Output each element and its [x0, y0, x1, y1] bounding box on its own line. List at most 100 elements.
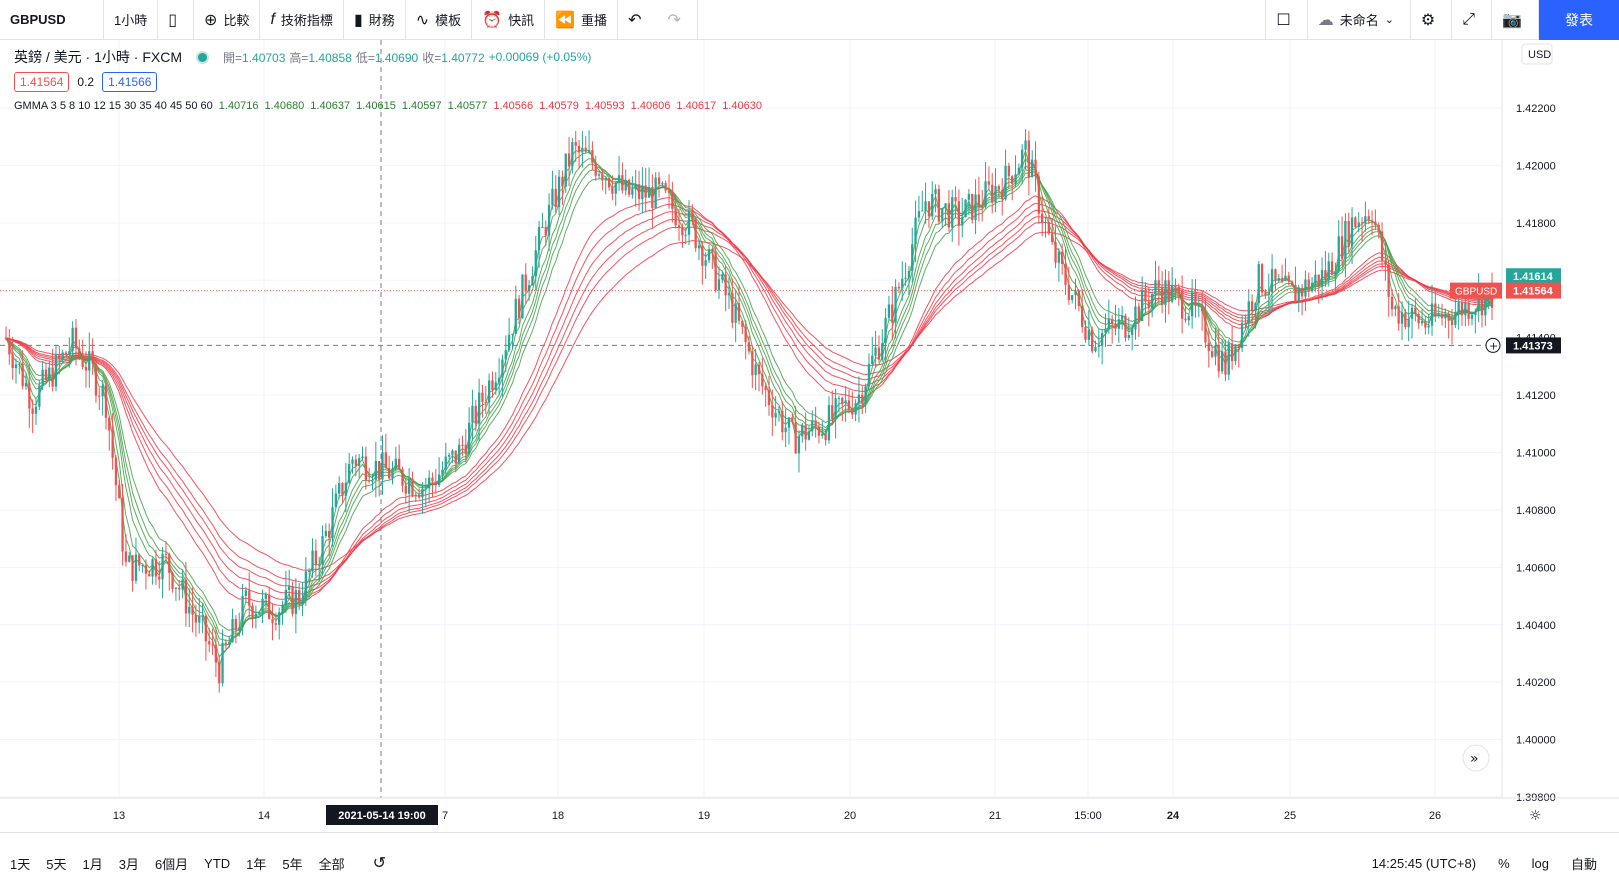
candle-body: [1051, 233, 1054, 243]
candle-body: [1144, 289, 1147, 302]
candle-body: [797, 436, 801, 454]
candle-body: [817, 426, 821, 436]
candle-body: [867, 363, 871, 387]
candle-body: [1474, 311, 1477, 315]
range-1m-button[interactable]: 1月: [82, 856, 103, 872]
templates-button[interactable]: ∿ 模板: [406, 0, 473, 40]
candle-body: [474, 405, 477, 424]
price-chart[interactable]: 1.422001.420001.418001.416001.414001.412…: [0, 40, 1619, 832]
candle-body: [714, 252, 717, 291]
candle-body: [78, 348, 81, 355]
financials-button[interactable]: ▮ 財務: [344, 0, 406, 40]
candle-body: [1460, 302, 1464, 316]
indicators-button[interactable]: f 技術指標: [260, 0, 344, 40]
alert-button[interactable]: ⏰ 快訊: [472, 0, 546, 40]
candle-body: [301, 600, 304, 604]
candle-body: [211, 644, 214, 646]
candle-body: [1081, 305, 1084, 328]
candle-body: [711, 249, 714, 253]
candle-body: [248, 590, 251, 606]
plus-icon: +: [1489, 339, 1498, 352]
time-tick-label: 21: [989, 810, 1001, 822]
candle-body: [617, 175, 621, 183]
range-1y-button[interactable]: 1年: [246, 856, 267, 872]
range-1d-button[interactable]: 1天: [10, 856, 31, 872]
candle-body: [151, 559, 154, 577]
candle-body: [48, 367, 51, 381]
candle-body: [754, 364, 757, 376]
candles: [4, 129, 1494, 693]
auto-scale-toggle[interactable]: 自動: [1570, 856, 1597, 872]
price-tick-label: 1.40000: [1516, 735, 1556, 747]
time-axis[interactable]: 13 14 7 18 19 20 21 15:00 24 25 26: [113, 810, 1441, 822]
candle-body: [651, 187, 654, 208]
candle-body: [821, 433, 824, 436]
candle-body: [544, 227, 547, 236]
currency-badge[interactable]: [1521, 43, 1553, 65]
layout-square-button[interactable]: ☐: [1265, 0, 1308, 40]
settings-button[interactable]: ⚙: [1411, 0, 1453, 40]
candle-body: [504, 349, 507, 360]
candle-body: [358, 458, 361, 466]
candle-body: [857, 394, 861, 404]
range-5d-button[interactable]: 5天: [46, 856, 67, 872]
chart-style-button[interactable]: ▯: [158, 0, 195, 40]
interval-button[interactable]: 1小時: [104, 0, 159, 40]
candle-body: [131, 555, 134, 581]
log-toggle[interactable]: log: [1531, 855, 1549, 871]
candle-body: [571, 142, 574, 167]
undo-button[interactable]: ↶: [618, 0, 657, 40]
candle-body: [521, 274, 524, 319]
publish-button[interactable]: 發表: [1539, 0, 1619, 40]
candle-body: [1240, 322, 1244, 348]
goto-date-icon[interactable]: ↺: [372, 855, 387, 872]
layout-name-label: 未命名: [1339, 13, 1379, 28]
layout-name-button[interactable]: ☁ 未命名 ⌄: [1308, 0, 1411, 40]
candle-body: [974, 194, 977, 221]
range-3m-button[interactable]: 3月: [118, 856, 139, 872]
compare-button[interactable]: ⊕ 比較: [194, 0, 261, 40]
axis-settings-icon[interactable]: ☼: [1529, 808, 1542, 824]
price-axis[interactable]: 1.422001.420001.418001.416001.414001.412…: [1516, 103, 1556, 804]
candle-body: [1071, 295, 1074, 300]
fullscreen-button[interactable]: ⤢: [1452, 0, 1493, 40]
candle-body: [584, 147, 587, 152]
bid-price[interactable]: 1.41564: [14, 72, 70, 92]
candle-body: [894, 286, 897, 323]
range-all-button[interactable]: 全部: [318, 856, 345, 872]
candle-body: [1270, 269, 1274, 293]
gmma-indicator-label[interactable]: GMMA 3 5 8 10 12 15 30 35 40 45 50 60: [14, 100, 213, 112]
range-ytd-button[interactable]: YTD: [204, 855, 231, 871]
candle-body: [1237, 344, 1240, 348]
candle-body: [1404, 312, 1407, 328]
redo-button[interactable]: ↷: [657, 0, 698, 40]
candle-body: [11, 354, 14, 368]
range-6m-button[interactable]: 6個月: [154, 856, 189, 872]
candle-body: [1260, 264, 1264, 293]
scroll-right-button[interactable]: [1462, 744, 1490, 772]
candle-body: [967, 194, 970, 200]
candle-body: [1101, 332, 1104, 346]
candle-body: [1064, 264, 1067, 285]
alert-label: 快訊: [508, 13, 535, 28]
symbol-search-button[interactable]: GBPUSD: [0, 0, 104, 40]
candle-body: [1434, 303, 1437, 316]
candle-body: [401, 469, 404, 486]
candle-body: [994, 186, 997, 203]
candle-body: [121, 498, 124, 552]
series-title[interactable]: 英鎊 / 美元 · 1小時 · FXCM: [14, 49, 182, 65]
ask-price[interactable]: 1.41566: [102, 72, 158, 92]
candle-body: [478, 392, 481, 424]
candle-body: [1367, 216, 1370, 221]
candle-body: [554, 188, 557, 208]
add-alert-icon[interactable]: [1485, 337, 1501, 353]
timezone-clock[interactable]: 14:25:45 (UTC+8): [1371, 855, 1477, 871]
candle-body: [904, 277, 907, 279]
range-5y-button[interactable]: 5年: [282, 856, 303, 872]
candle-body: [468, 422, 471, 454]
percent-toggle[interactable]: %: [1498, 855, 1510, 871]
snapshot-button[interactable]: 📷: [1492, 0, 1539, 40]
candle-body: [527, 285, 531, 292]
candle-body: [1224, 351, 1227, 375]
replay-button[interactable]: ⏪ 重播: [545, 0, 619, 40]
